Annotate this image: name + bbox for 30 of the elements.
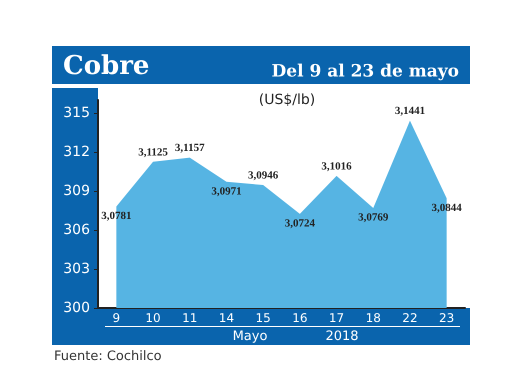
x-tick-label: 23 — [439, 311, 454, 325]
y-tick-label: 312 — [63, 144, 90, 160]
data-label: 3,1016 — [321, 160, 352, 172]
x-tick-label: 11 — [182, 311, 198, 325]
data-label: 3,0971 — [211, 185, 242, 198]
data-label: 3,0769 — [358, 212, 389, 224]
y-tick-label: 300 — [63, 300, 90, 316]
x-tick-label: 14 — [218, 311, 234, 325]
x-tick-label: 18 — [366, 311, 381, 325]
chart-subtitle: Del 9 al 23 de mayo — [272, 62, 460, 82]
y-tick-label: 303 — [63, 261, 90, 277]
x-tick-label: 17 — [328, 311, 344, 325]
x-tick-label: 9 — [112, 311, 120, 325]
text: 2018 — [325, 329, 359, 344]
y-axis-title: (US$/lb) — [258, 92, 316, 108]
source-note: Fuente: Cochilco — [54, 349, 162, 364]
x-tick-label: 22 — [402, 311, 418, 325]
y-tick-label: 309 — [63, 183, 90, 199]
data-label: 3,1157 — [174, 142, 206, 154]
y-tick-label: 315 — [63, 105, 90, 121]
chart-title: Cobre — [63, 51, 150, 81]
x-tick-label: 16 — [292, 311, 308, 325]
data-label: 3,1125 — [138, 146, 168, 158]
data-label: 3,0946 — [248, 170, 279, 182]
data-label: 3,0724 — [284, 217, 316, 230]
x-tick-label: 10 — [145, 311, 161, 325]
x-tick-label: 15 — [256, 311, 271, 325]
text: Mayo — [232, 329, 268, 344]
y-tick-label: 306 — [63, 222, 90, 238]
data-label: 3,1441 — [394, 105, 426, 118]
